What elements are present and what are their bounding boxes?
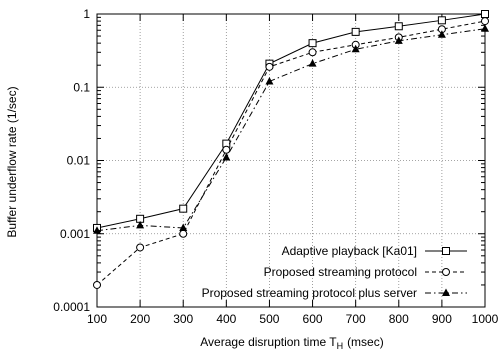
data-point-circle bbox=[442, 268, 450, 276]
data-point-circle bbox=[308, 48, 317, 57]
series-1 bbox=[93, 10, 489, 232]
legend-label: Adaptive playback [Ka01] bbox=[282, 244, 417, 258]
data-point-square bbox=[437, 16, 446, 25]
data-point-triangle bbox=[265, 76, 274, 85]
legend-label: Proposed streaming protocol bbox=[264, 265, 417, 279]
data-point-circle bbox=[265, 62, 274, 71]
data-point-triangle bbox=[136, 220, 145, 229]
grid bbox=[97, 14, 485, 307]
x-axis-ticks: 100 200 300 400 500 600 700 800 900 1000 bbox=[87, 14, 498, 326]
x-tick-label: 1000 bbox=[472, 312, 498, 326]
data-point-circle bbox=[481, 17, 489, 26]
data-point-triangle bbox=[442, 288, 450, 296]
data-point-triangle bbox=[308, 59, 317, 67]
x-tick-label: 200 bbox=[130, 312, 150, 326]
data-point-circle bbox=[136, 243, 145, 252]
y-tick-label: 1 bbox=[83, 7, 90, 21]
data-point-triangle bbox=[437, 30, 446, 38]
x-tick-label: 500 bbox=[259, 312, 279, 326]
x-tick-label: 600 bbox=[303, 312, 323, 326]
legend: Adaptive playback [Ka01] Proposed streami… bbox=[202, 244, 467, 300]
y-tick-label: 0.001 bbox=[60, 227, 90, 241]
y-tick-label: 0.01 bbox=[67, 154, 91, 168]
series-line bbox=[96, 13, 486, 229]
y-axis-label: Buffer underflow rate (1/sec) bbox=[5, 86, 19, 237]
x-tick-label: 100 bbox=[87, 312, 107, 326]
data-point-triangle bbox=[179, 223, 188, 231]
data-point-square bbox=[394, 22, 403, 31]
data-point-square bbox=[481, 10, 489, 18]
x-tick-label: 800 bbox=[389, 312, 409, 326]
y-tick-label: 0.0001 bbox=[53, 300, 90, 314]
series-group bbox=[93, 10, 489, 289]
x-tick-label: 300 bbox=[173, 312, 193, 326]
x-tick-label: 900 bbox=[432, 312, 452, 326]
data-point-triangle bbox=[481, 24, 489, 32]
data-point-square bbox=[442, 247, 450, 255]
x-axis-label-main: Average disruption time T bbox=[200, 335, 337, 349]
series-line bbox=[96, 20, 486, 286]
x-axis-label: Average disruption time TH (msec) bbox=[200, 335, 383, 351]
x-axis-label-unit: (msec) bbox=[347, 335, 384, 349]
data-point-triangle bbox=[222, 152, 231, 161]
data-point-square bbox=[308, 39, 317, 48]
series-3 bbox=[93, 24, 489, 234]
legend-label: Proposed streaming protocol plus server bbox=[202, 286, 417, 300]
data-point-square bbox=[351, 27, 360, 36]
data-point-triangle bbox=[93, 226, 101, 234]
x-tick-label: 400 bbox=[216, 312, 236, 326]
y-tick-label: 0.1 bbox=[73, 80, 90, 94]
data-point-circle bbox=[222, 145, 231, 154]
data-point-triangle bbox=[394, 36, 403, 44]
data-point-triangle bbox=[351, 44, 360, 53]
data-point-circle bbox=[93, 280, 101, 289]
series-line bbox=[96, 28, 486, 232]
x-tick-label: 700 bbox=[346, 312, 366, 326]
x-axis-label-subscript: H bbox=[337, 341, 344, 351]
plot-frame bbox=[96, 13, 486, 308]
data-point-square bbox=[179, 204, 188, 213]
data-point-circle bbox=[179, 229, 188, 238]
